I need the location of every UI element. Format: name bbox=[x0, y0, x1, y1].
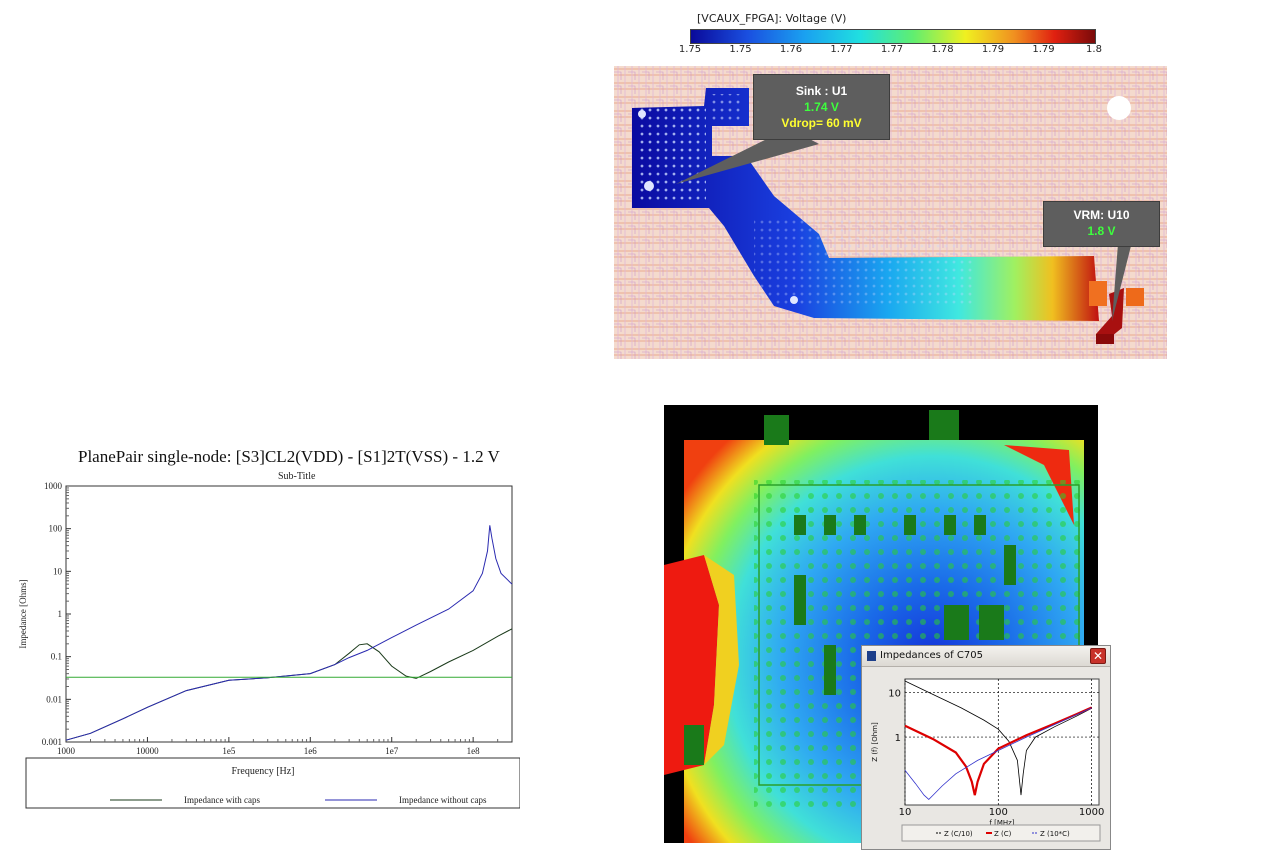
colorbar-tick-label: 1.76 bbox=[779, 44, 803, 55]
y-tick-label: 0.1 bbox=[51, 652, 62, 662]
x-axis-label: f [MHz] bbox=[989, 819, 1014, 827]
colorbar-title: [VCAUX_FPGA]: Voltage (V) bbox=[697, 12, 847, 25]
x-tick-label: 1000 bbox=[57, 746, 76, 756]
y-axis-label: Z (f) [Ohm] bbox=[871, 722, 879, 762]
colorbar-tick-label: 1.77 bbox=[830, 44, 853, 55]
c705-chart: 10 100 1000 1 10 f [MHz] Z (f) [Ohm] Z (C/10) Z … bbox=[864, 667, 1108, 848]
y-tick-label: 1 bbox=[58, 609, 63, 619]
vrm-callout: VRM: U10 1.8 V bbox=[1043, 201, 1160, 247]
series-line-1 bbox=[65, 525, 513, 741]
y-tick-label: 0.01 bbox=[46, 694, 62, 704]
x-tick-label: 1e8 bbox=[467, 746, 480, 756]
colorbar-tick-label: 1.78 bbox=[931, 44, 954, 55]
vrm-voltage: 1.8 V bbox=[1087, 224, 1116, 238]
x-tick-label: 100 bbox=[989, 807, 1008, 818]
x-tick-label: 1e5 bbox=[222, 746, 235, 756]
x-tick-label: 1e7 bbox=[385, 746, 398, 756]
series-line-0 bbox=[904, 680, 1092, 796]
colorbar-tick-label: 1.8 bbox=[1086, 44, 1102, 55]
sink-voltage: 1.74 V bbox=[804, 100, 839, 114]
colorbar-gradient bbox=[690, 29, 1096, 44]
dialog-title: Impedances of C705 bbox=[880, 650, 983, 661]
legend-box bbox=[901, 824, 1101, 842]
y-tick-label: 1000 bbox=[44, 481, 63, 491]
legend-label: Impedance with caps bbox=[184, 795, 260, 805]
y-tick-label: 10 bbox=[888, 688, 901, 699]
series-line-1 bbox=[904, 706, 1093, 796]
dialog-titlebar[interactable] bbox=[862, 646, 1110, 667]
colorbar-tick-label: 1.77 bbox=[880, 44, 904, 55]
x-tick-label: 1e6 bbox=[304, 746, 317, 756]
y-tick-label: 100 bbox=[49, 524, 63, 534]
x-axis-label: Frequency [Hz] bbox=[231, 766, 294, 777]
app-icon bbox=[867, 651, 876, 661]
legend-label: Z (C/10) bbox=[944, 830, 973, 838]
colorbar-tick-label: 1.75 bbox=[678, 44, 702, 55]
y-axis-label: Impedance [Ohms] bbox=[18, 579, 28, 648]
plot-frame bbox=[904, 678, 1100, 806]
sink-callout: Sink : U1 1.74 V Vdrop= 60 mV bbox=[753, 74, 890, 140]
series-line-2 bbox=[904, 707, 1092, 800]
x-tick-label: 1000 bbox=[1079, 807, 1104, 818]
plot-frame bbox=[65, 485, 513, 743]
y-tick-label: 0.001 bbox=[42, 737, 62, 747]
series-line-0 bbox=[65, 628, 513, 741]
legend-label: Z (10*C) bbox=[1040, 830, 1070, 838]
close-icon[interactable]: ✕ bbox=[1090, 648, 1106, 664]
planepair-subtitle: Sub-Title bbox=[278, 471, 316, 482]
y-tick-label: 1 bbox=[895, 733, 901, 744]
colorbar-tick-label: 1.79 bbox=[1032, 44, 1055, 55]
legend-label: Impedance without caps bbox=[399, 795, 487, 805]
planepair-title: PlanePair single-node: [S3]CL2(VDD) - [S… bbox=[78, 447, 500, 466]
colorbar-tick-label: 1.79 bbox=[981, 44, 1005, 55]
sink-vdrop: Vdrop= 60 mV bbox=[781, 116, 862, 130]
legend-box bbox=[25, 757, 520, 809]
legend-label: Z (C) bbox=[994, 830, 1012, 838]
sink-title: Sink : U1 bbox=[795, 84, 848, 98]
vrm-title: VRM: U10 bbox=[1073, 208, 1130, 222]
x-tick-label: 10000 bbox=[136, 746, 159, 756]
colorbar-tick-label: 1.75 bbox=[729, 44, 752, 55]
planepair-chart: 0.001 0.01 0.1 1 10 100 1000 1000 10000 1e5 1e6 1e7… bbox=[18, 481, 520, 809]
y-tick-label: 10 bbox=[53, 566, 63, 576]
x-tick-label: 10 bbox=[899, 807, 912, 818]
